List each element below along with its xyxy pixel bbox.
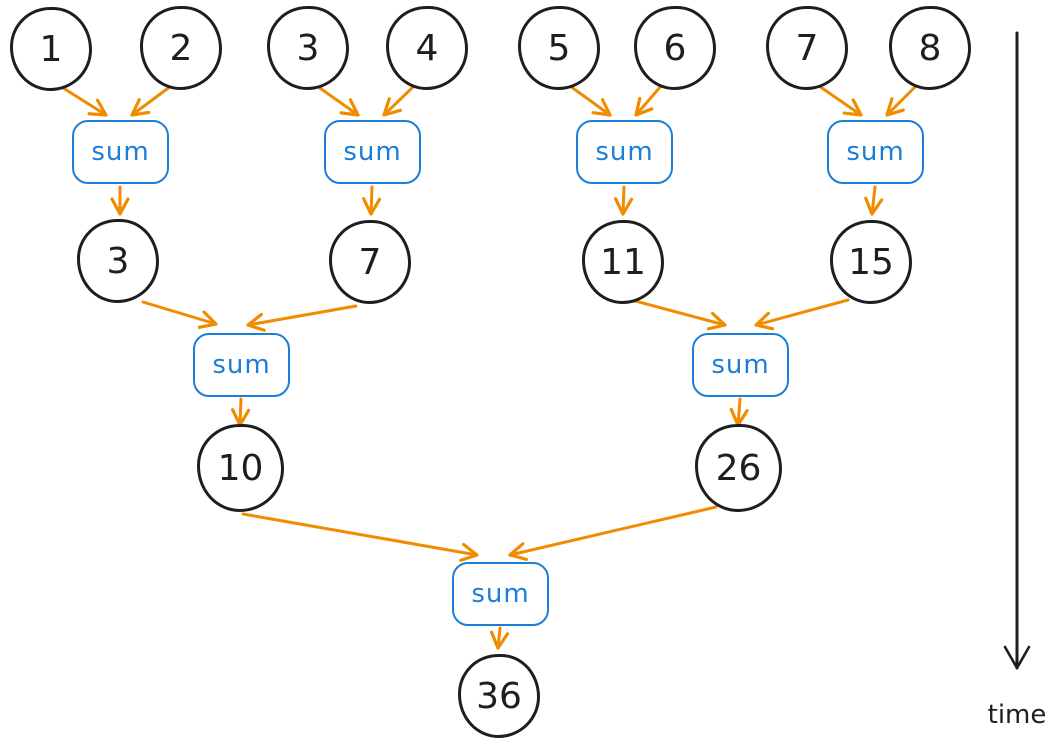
sum-operator-2: sum [324,120,421,184]
edge-input1-to-sum1 [58,84,108,117]
edge-input3-to-sum2 [315,84,360,117]
result-node-15: 15 [830,220,912,304]
edge-sum2-to-result7 [361,185,382,216]
result-node-10: 10 [197,424,284,512]
input-node-5: 5 [518,6,600,90]
edge-sum5-to-result10 [230,397,251,427]
input-node-8: 8 [889,6,971,90]
input-node-1: 1 [10,7,92,91]
edge-input6-to-sum3 [634,84,663,117]
input-node-3: 3 [267,6,349,90]
edge-sum7-to-result36 [489,626,510,650]
edge-sum4-to-result15 [864,185,884,216]
result-node-7: 7 [329,220,411,304]
edge-result26-to-sum7 [508,505,718,561]
edge-input4-to-sum2 [382,84,416,117]
edge-sum3-to-result11 [613,185,634,216]
edge-result3-to-sum5 [141,300,218,329]
result-node-36: 36 [458,654,540,738]
time-axis-label: time [987,700,1047,730]
sum-operator-1: sum [72,120,169,184]
edge-input5-to-sum3 [568,84,612,117]
sum-operator-5: sum [193,333,290,397]
input-node-2: 2 [140,6,222,90]
result-node-26: 26 [695,424,782,512]
result-node-11: 11 [582,220,664,304]
result-node-3: 3 [77,219,159,303]
sum-operator-4: sum [827,120,924,184]
sum-operator-3: sum [576,120,673,184]
edge-input8-to-sum4 [885,84,918,117]
edge-input2-to-sum1 [130,84,173,117]
edge-input7-to-sum4 [817,84,863,117]
input-node-7: 7 [766,6,848,90]
input-node-6: 6 [634,6,716,90]
sum-operator-6: sum [692,333,789,397]
edge-result10-to-sum7 [241,512,479,562]
input-node-4: 4 [386,6,468,90]
edge-sum6-to-result26 [729,397,749,427]
edge-result11-to-sum6 [633,299,727,331]
edge-result15-to-sum6 [754,298,850,331]
sum-operator-7: sum [452,562,549,626]
edge-result7-to-sum5 [246,304,358,332]
